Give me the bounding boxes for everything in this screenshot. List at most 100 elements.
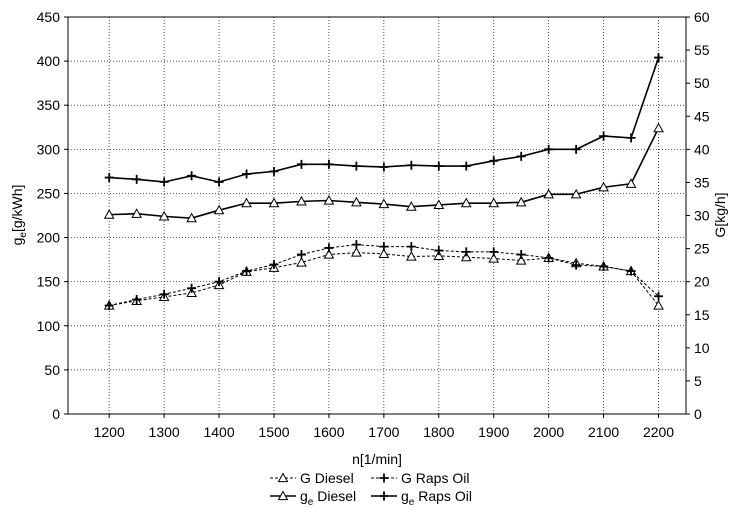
data-point: [323, 249, 335, 259]
data-point: [351, 161, 361, 171]
data-point: [242, 169, 252, 179]
data-point: [544, 144, 554, 154]
legend-marker: [379, 473, 389, 483]
x-tick-label: 1300: [149, 424, 180, 440]
data-point: [104, 300, 114, 310]
data-point: [433, 199, 445, 210]
data-point: [159, 177, 169, 187]
data-point: [461, 161, 471, 171]
x-tick-label: 1800: [423, 424, 454, 440]
data-point: [324, 243, 334, 253]
left-y-tick-label: 250: [37, 185, 61, 201]
x-tick-label: 2100: [588, 424, 619, 440]
data-point: [324, 159, 334, 169]
x-tick-label: 1400: [203, 424, 234, 440]
series-3: [104, 53, 664, 187]
data-point: [378, 248, 390, 258]
x-tick-label: 1900: [478, 424, 509, 440]
data-point: [433, 250, 445, 260]
data-point: [296, 256, 307, 267]
data-point: [269, 259, 279, 269]
x-tick-label: 1200: [94, 424, 125, 440]
data-point: [625, 178, 637, 188]
data-point: [515, 196, 527, 207]
data-point: [543, 188, 555, 199]
data-point: [516, 151, 526, 161]
data-point: [158, 210, 170, 221]
left-y-tick-label: 450: [37, 9, 61, 25]
data-point: [132, 295, 142, 305]
x-tick-label: 1600: [313, 424, 344, 440]
data-point: [544, 253, 554, 263]
right-y-tick-label: 60: [694, 9, 710, 25]
data-point: [626, 133, 636, 143]
data-point: [488, 252, 500, 263]
data-point: [214, 277, 224, 287]
left-y-tick-label: 50: [44, 362, 60, 378]
data-point: [571, 144, 581, 154]
data-point: [405, 201, 417, 211]
right-y-tick-label: 20: [694, 274, 710, 290]
left-y-axis-title: ge[g/kWh]: [9, 185, 29, 246]
right-y-tick-label: 50: [694, 75, 710, 91]
data-point: [654, 291, 664, 301]
legend-item: G Diesel: [270, 470, 354, 486]
series-2: [103, 122, 664, 223]
series-layer: [103, 53, 664, 310]
legend-item: ge Raps Oil: [371, 488, 472, 508]
legend-label: G Diesel: [300, 470, 354, 486]
legend: G Diesel G Raps Oil ge Diesel ge Raps Oil: [270, 470, 472, 508]
data-point: [296, 195, 307, 206]
data-point: [461, 247, 471, 257]
series-1: [104, 240, 664, 310]
x-tick-label: 2000: [533, 424, 564, 440]
data-point: [570, 188, 582, 199]
data-point: [351, 240, 361, 250]
x-tick-label: 2200: [643, 424, 674, 440]
data-point: [323, 194, 335, 205]
data-point: [516, 250, 526, 260]
left-y-tick-label: 400: [37, 53, 61, 69]
right-y-tick-label: 10: [694, 340, 710, 356]
data-point: [242, 266, 252, 276]
data-point: [599, 261, 609, 271]
data-point: [131, 208, 143, 218]
data-point: [351, 247, 362, 257]
right-y-tick-label: 30: [694, 208, 710, 224]
right-y-tick-label: 45: [694, 108, 710, 124]
data-point: [654, 53, 664, 63]
data-point: [460, 197, 472, 208]
data-point: [488, 197, 500, 208]
right-y-tick-label: 35: [694, 174, 710, 190]
data-point: [599, 131, 609, 141]
data-point: [269, 166, 279, 176]
data-point: [571, 260, 581, 270]
legend-marker: [277, 490, 289, 501]
data-point: [187, 171, 197, 181]
right-y-tick-label: 5: [694, 373, 702, 389]
data-point: [406, 242, 416, 252]
data-point: [351, 196, 362, 207]
data-point: [489, 156, 499, 166]
axes: 1200 1300 1400 1500 1600 1700 1800 1900 2000 2100…: [37, 9, 710, 440]
data-point: [241, 197, 252, 208]
data-point: [434, 246, 444, 256]
data-point: [406, 160, 416, 170]
legend-label: ge Diesel: [300, 488, 356, 508]
x-axis-title: n[1/min]: [352, 451, 402, 467]
left-y-tick-label: 300: [37, 141, 61, 157]
legend-item: ge Diesel: [270, 488, 356, 508]
data-point: [626, 266, 636, 276]
data-point: [104, 173, 114, 183]
data-point: [460, 251, 472, 262]
right-y-tick-label: 55: [694, 42, 710, 58]
data-point: [187, 283, 197, 293]
data-point: [296, 250, 306, 260]
data-point: [379, 242, 389, 252]
data-point: [489, 247, 499, 257]
left-y-tick-label: 150: [37, 274, 61, 290]
right-y-tick-label: 25: [694, 241, 710, 257]
legend-label: ge Raps Oil: [401, 488, 472, 508]
